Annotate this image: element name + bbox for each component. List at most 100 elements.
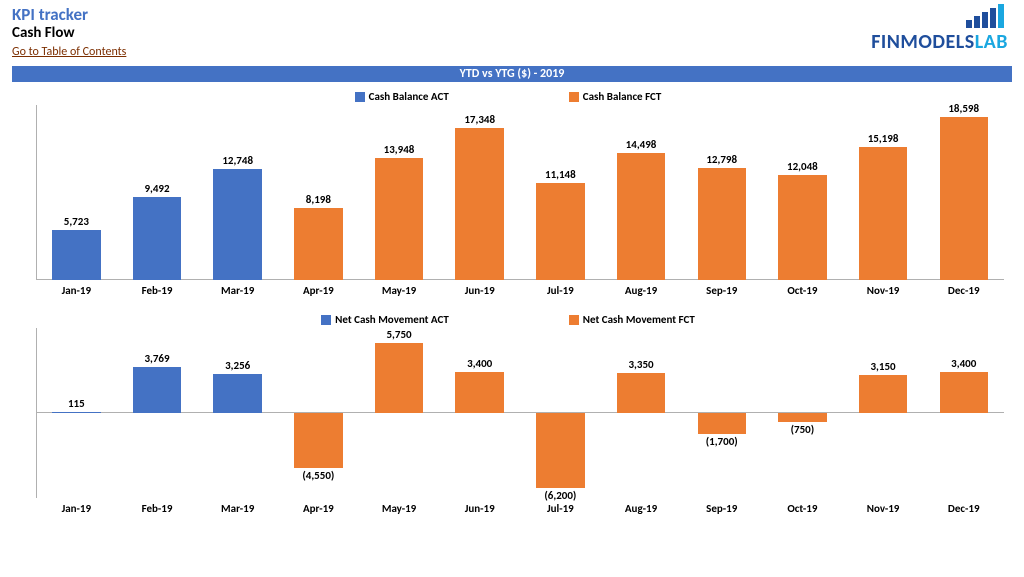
bar-slot: 18,598	[923, 105, 1004, 280]
legend-item: Net Cash Movement ACT	[321, 313, 449, 326]
bar-value-label: 3,150	[843, 360, 924, 373]
logo-text-fin: FINMODELS	[871, 30, 974, 54]
bar-value-label: 9,492	[117, 182, 198, 195]
page-subtitle: Cash Flow	[12, 25, 1012, 42]
bar-slot: 3,256	[197, 328, 278, 498]
bar	[698, 168, 746, 280]
bar-value-label: 17,348	[439, 113, 520, 126]
bar-value-label: 13,948	[359, 143, 440, 156]
bar	[375, 343, 423, 413]
x-tick-label: Sep-19	[681, 502, 762, 515]
bar	[52, 412, 100, 413]
x-tick-label: Sep-19	[681, 284, 762, 297]
plot-area: 5,7239,49212,7488,19813,94817,34811,1481…	[36, 105, 1004, 280]
bar-value-label: 3,350	[601, 358, 682, 371]
bar-value-label: (750)	[762, 423, 843, 436]
bar-slot: (6,200)	[520, 328, 601, 498]
x-tick-label: May-19	[359, 284, 440, 297]
bar-value-label: 12,048	[762, 160, 843, 173]
legend-item: Cash Balance ACT	[355, 90, 449, 103]
bar-slot: 5,723	[36, 105, 117, 280]
bar	[213, 374, 261, 414]
x-tick-label: Apr-19	[278, 502, 359, 515]
bar	[294, 413, 342, 468]
legend-label: Cash Balance ACT	[369, 90, 449, 103]
legend-swatch	[355, 92, 365, 102]
x-tick-label: Jul-19	[520, 502, 601, 515]
bar-slot: (4,550)	[278, 328, 359, 498]
page-title: KPI tracker	[12, 6, 1012, 25]
bar-slot: 8,198	[278, 105, 359, 280]
bar-value-label: 11,148	[520, 168, 601, 181]
bar-slot: 3,400	[923, 328, 1004, 498]
bar	[778, 413, 826, 422]
bar-slot: 3,400	[439, 328, 520, 498]
header: KPI tracker Cash Flow Go to Table of Con…	[0, 0, 1024, 62]
bar-slot: 13,948	[359, 105, 440, 280]
logo-text-lab: LAB	[975, 30, 1008, 54]
bar	[455, 372, 503, 413]
legend: Cash Balance ACT Cash Balance FCT	[12, 86, 1004, 105]
x-tick-label: Jan-19	[36, 502, 117, 515]
bar-value-label: 5,723	[36, 215, 117, 228]
bar-slot: (750)	[762, 328, 843, 498]
bar-value-label: 15,198	[843, 132, 924, 145]
legend-label: Cash Balance FCT	[583, 90, 662, 103]
bar	[859, 147, 907, 280]
legend-item: Net Cash Movement FCT	[569, 313, 695, 326]
x-tick-label: Aug-19	[601, 502, 682, 515]
legend-label: Net Cash Movement ACT	[335, 313, 449, 326]
x-tick-label: Mar-19	[197, 284, 278, 297]
bar-slot: 3,350	[601, 328, 682, 498]
bar	[455, 128, 503, 280]
x-tick-label: Jan-19	[36, 284, 117, 297]
bar-slot: 17,348	[439, 105, 520, 280]
bar	[617, 373, 665, 414]
bar	[375, 158, 423, 280]
x-tick-label: Jun-19	[439, 284, 520, 297]
bar-value-label: 8,198	[278, 193, 359, 206]
bar	[133, 367, 181, 413]
bar-value-label: 5,750	[359, 328, 440, 341]
bar-value-label: 115	[36, 397, 117, 410]
toc-link[interactable]: Go to Table of Contents	[12, 45, 126, 59]
bar	[536, 413, 584, 488]
bar-value-label: 12,798	[681, 153, 762, 166]
x-tick-label: Mar-19	[197, 502, 278, 515]
bar	[698, 413, 746, 434]
bar-slot: 12,048	[762, 105, 843, 280]
bar-slot: 12,798	[681, 105, 762, 280]
bar	[940, 117, 988, 280]
bar-value-label: 18,598	[923, 102, 1004, 115]
legend-swatch	[569, 315, 579, 325]
x-tick-label: Feb-19	[117, 284, 198, 297]
x-tick-label: May-19	[359, 502, 440, 515]
x-tick-label: Aug-19	[601, 284, 682, 297]
chart-cash-balance: Cash Balance ACT Cash Balance FCT 5,723 9,…	[0, 86, 1024, 297]
x-tick-label: Feb-19	[117, 502, 198, 515]
x-tick-label: Dec-19	[923, 284, 1004, 297]
bar-value-label: (6,200)	[520, 489, 601, 502]
bar	[213, 169, 261, 281]
logo-bars-icon	[871, 4, 1008, 28]
x-tick-label: Apr-19	[278, 284, 359, 297]
x-tick-label: Dec-19	[923, 502, 1004, 515]
bar-slot: 3,150	[843, 328, 924, 498]
bar-slot: 9,492	[117, 105, 198, 280]
plot-area: 1153,7693,256(4,550)5,7503,400(6,200)3,3…	[36, 328, 1004, 498]
bar	[52, 230, 100, 280]
chart-net-cash-movement: Net Cash Movement ACT Net Cash Movement F…	[0, 309, 1024, 515]
x-tick-label: Nov-19	[843, 284, 924, 297]
bar-slot: 12,748	[197, 105, 278, 280]
bar-value-label: 3,769	[117, 352, 198, 365]
x-tick-label: Oct-19	[762, 502, 843, 515]
bar	[940, 372, 988, 413]
bar-value-label: 3,400	[439, 357, 520, 370]
bar-slot: 14,498	[601, 105, 682, 280]
bar-slot: 115	[36, 328, 117, 498]
bar-value-label: 3,400	[923, 357, 1004, 370]
bar	[859, 375, 907, 413]
x-axis: Jan-19Feb-19Mar-19Apr-19May-19Jun-19Jul-…	[36, 284, 1004, 297]
bar-value-label: (1,700)	[681, 435, 762, 448]
legend: Net Cash Movement ACT Net Cash Movement F…	[12, 309, 1004, 328]
